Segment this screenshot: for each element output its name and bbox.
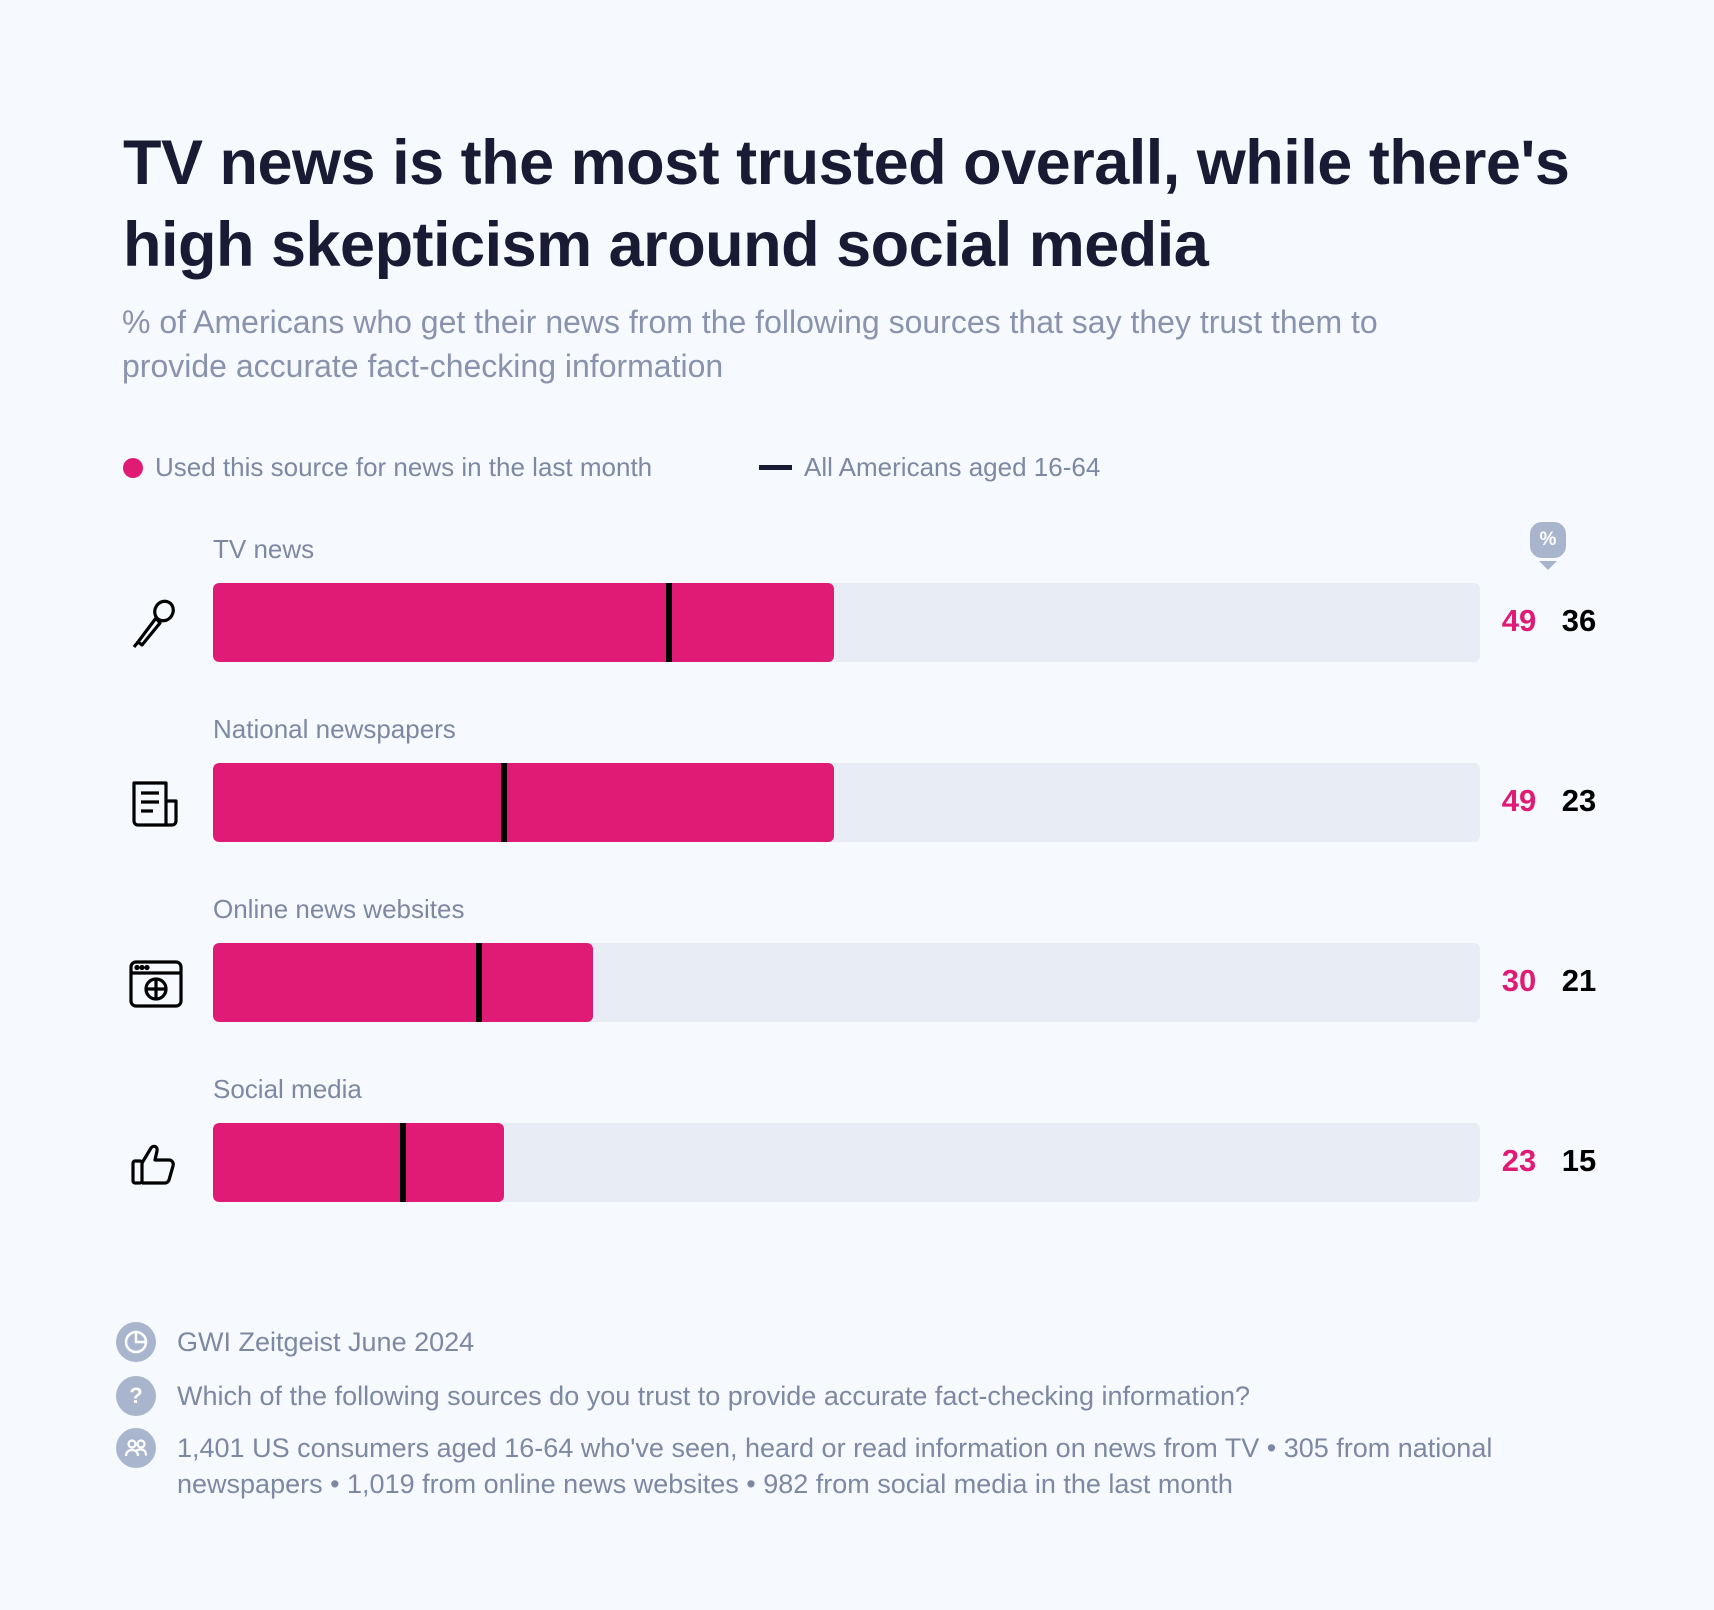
pie-chart-icon [116,1322,156,1362]
chart-subtitle: % of Americans who get their news from t… [122,304,1378,384]
chart-title: TV news is the most trusted overall, whi… [123,128,1570,280]
marker-all-americans [501,763,508,842]
bar-track [213,583,1480,662]
bar-used-source [213,583,834,662]
category-label: Online news websites [213,894,465,924]
bar-track [213,763,1480,842]
marker-all-americans [400,1123,407,1202]
bar-used-source [213,763,834,842]
value-all-americans: 15 [1561,1143,1597,1178]
legend-item-all-americans: All Americans aged 16-64 [759,452,1100,483]
value-used-source: 30 [1501,963,1537,998]
thumbs-up-icon [126,1133,186,1193]
category-label: National newspapers [213,714,456,744]
newspaper-icon [126,773,186,833]
footer-question: Which of the following sources do you tr… [177,1381,1251,1411]
footer-base: 1,401 US consumers aged 16-64 who've see… [177,1433,1493,1499]
bar-used-source [213,1123,505,1202]
legend-dot-icon [123,457,143,478]
marker-all-americans [666,583,673,662]
category-label: TV news [213,534,315,564]
browser-globe-icon [126,953,186,1013]
footer-source: GWI Zeitgeist June 2024 [177,1327,475,1357]
value-used-source: 49 [1501,783,1537,818]
bar-track [213,1123,1480,1202]
value-all-americans: 36 [1561,603,1597,638]
people-icon [116,1428,156,1468]
marker-all-americans [476,943,483,1022]
value-used-source: 23 [1501,1143,1537,1178]
legend-label: All Americans aged 16-64 [804,452,1101,482]
microphone-icon [126,593,186,653]
bar-used-source [213,943,594,1022]
bar-track [213,943,1480,1022]
percent-badge-label: % [1530,522,1566,558]
value-all-americans: 21 [1561,963,1597,998]
value-used-source: 49 [1501,603,1537,638]
legend-item-used-source: Used this source for news in the last mo… [123,452,652,483]
question-icon: ? [116,1376,156,1416]
category-label: Social media [213,1074,362,1104]
value-all-americans: 23 [1561,783,1597,818]
percent-badge: % [1530,522,1570,574]
legend-label: Used this source for news in the last mo… [155,452,653,482]
legend-line-icon [759,465,792,470]
